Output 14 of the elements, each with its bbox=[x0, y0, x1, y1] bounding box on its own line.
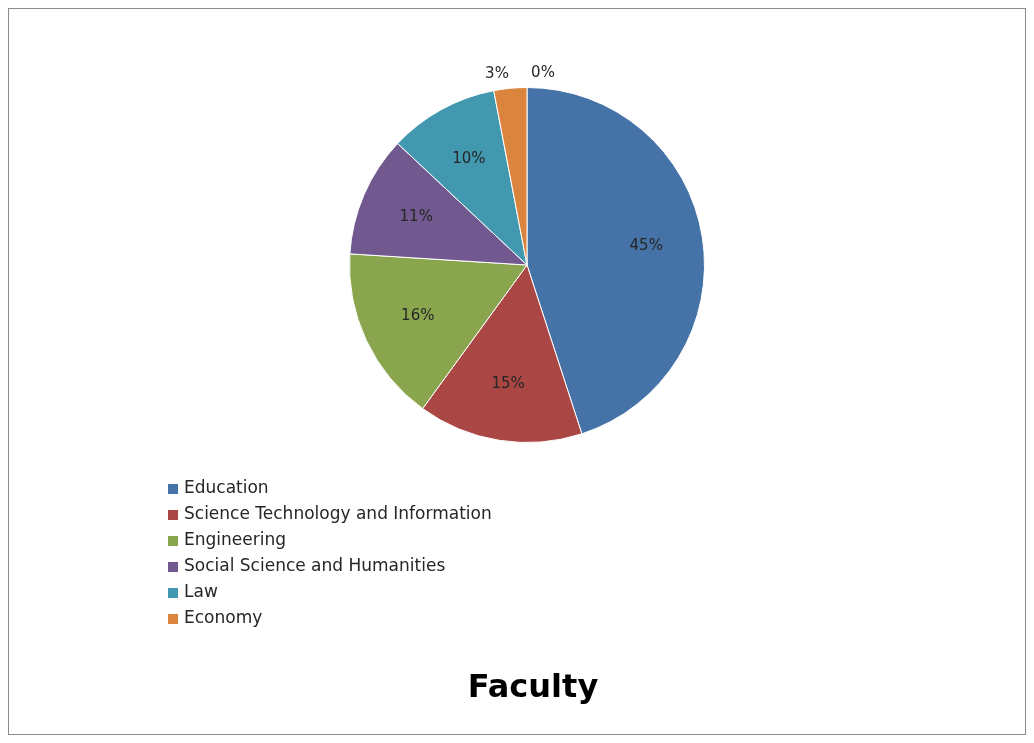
legend-label: Economy bbox=[184, 607, 263, 628]
data-label: 45% bbox=[629, 236, 663, 255]
legend-label: Science Technology and Information bbox=[184, 503, 492, 524]
data-label: 3% bbox=[485, 64, 509, 83]
text: 0% bbox=[531, 63, 555, 82]
data-label: 11% bbox=[399, 206, 433, 225]
legend-label: Law bbox=[184, 581, 218, 602]
data-label: 15% bbox=[491, 374, 525, 393]
data-label: 16% bbox=[401, 306, 435, 325]
legend-label: Engineering bbox=[184, 529, 286, 550]
legend-label: Education bbox=[184, 477, 269, 498]
legend-label: Social Science and Humanities bbox=[184, 555, 446, 576]
text: Faculty bbox=[467, 667, 599, 706]
data-label: 10% bbox=[452, 149, 486, 168]
